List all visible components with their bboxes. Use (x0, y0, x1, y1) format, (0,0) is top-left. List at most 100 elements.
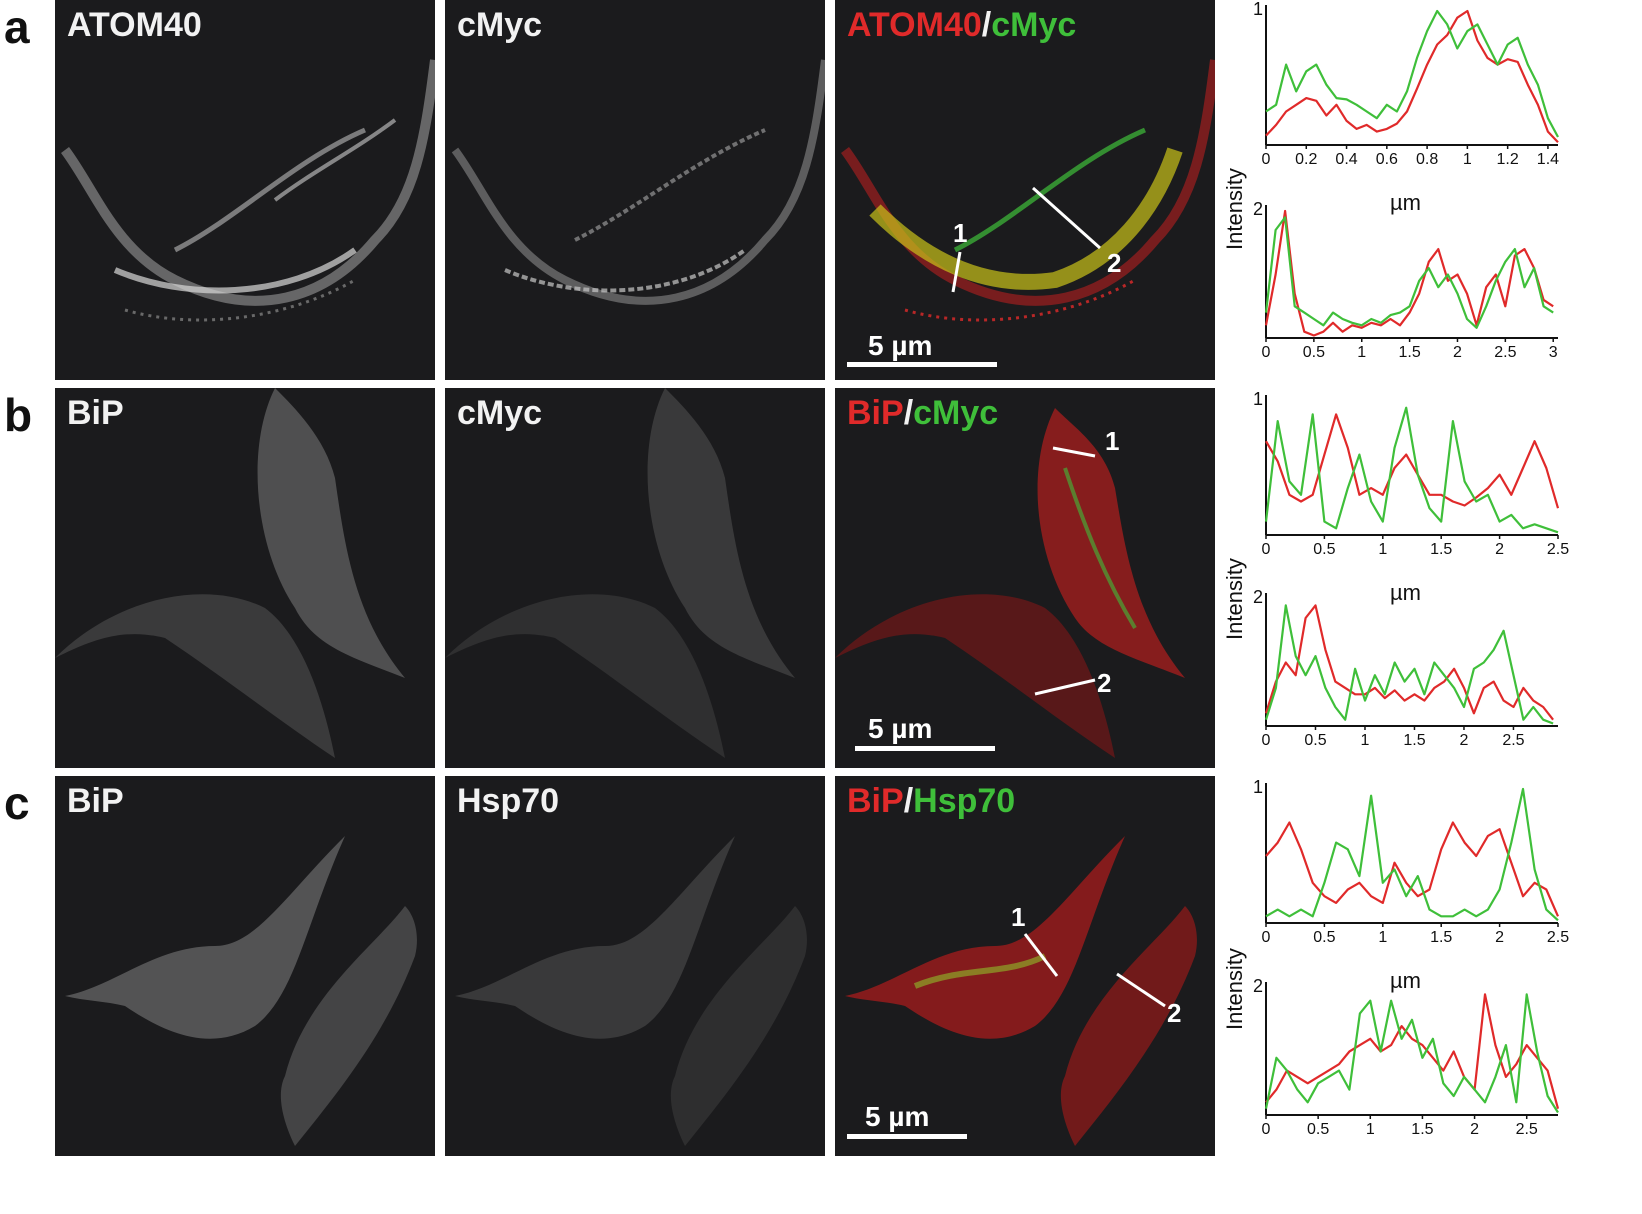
y-axis-label-c: Intensity (1222, 948, 1247, 1030)
x-tick-label: 0 (1262, 541, 1271, 558)
profile-chart: 1 0 0.5 1 1.5 2 2.5 (1253, 389, 1569, 558)
x-axis-unit-b: µm (1390, 580, 1422, 605)
panel-title-atom40: ATOM40 (67, 6, 202, 44)
profile-plot-a1: 1 0 0.2 0.4 0.6 0.8 1 1.2 1.4 (1253, 0, 1559, 168)
profile-number: 2 (1253, 587, 1263, 607)
merge-red-label: ATOM40 (847, 6, 982, 44)
micrograph-merge-a: ATOM40/cMyc 1 2 5 µm (835, 0, 1215, 380)
merge-separator: / (903, 394, 914, 432)
x-tick-label: 1.5 (1430, 541, 1452, 558)
y-axis-label-b: Intensity (1222, 558, 1247, 640)
x-tick-label: 1 (1366, 1121, 1375, 1138)
line-number-2: 2 (1097, 668, 1112, 698)
profile-chart: 1 0 0.5 1 1.5 2 2.5 (1253, 777, 1569, 946)
merge-red-label: BiP (847, 782, 904, 820)
x-tick-label: 1.5 (1430, 929, 1452, 946)
x-tick-label: 3 (1549, 344, 1558, 361)
profile-plot-b1: 1 0 0.5 1 1.5 2 2.5 (1253, 389, 1569, 558)
x-tick-label: 2 (1460, 732, 1469, 749)
x-tick-label: 0 (1262, 151, 1271, 168)
micrograph-atom40: ATOM40 (55, 0, 435, 380)
profile-plot-c2: 2 0 0.5 1 1.5 2 2.5 (1253, 976, 1560, 1138)
row-label-c: c (4, 777, 30, 829)
micrograph-merge-b: BiP/cMyc 1 2 5 µm (835, 388, 1215, 768)
panel-title-bip: BiP (67, 394, 124, 432)
x-tick-label: 0.6 (1376, 151, 1398, 168)
x-tick-label: 0.4 (1335, 151, 1357, 168)
x-tick-label: 2 (1495, 929, 1504, 946)
micrograph-bip: BiP (55, 388, 435, 768)
panel-title-cmyc: cMyc (457, 6, 543, 44)
profile-number: 1 (1253, 777, 1263, 797)
line-number-1: 1 (1011, 902, 1026, 932)
micrograph-cmyc-b: cMyc (445, 388, 825, 768)
profile-number: 1 (1253, 389, 1263, 409)
scale-bar-label: 5 µm (868, 330, 933, 361)
x-tick-label: 1 (1357, 344, 1366, 361)
scale-bar (847, 362, 997, 367)
profile-series-line (1264, 209, 1554, 337)
x-tick-label: 1.5 (1403, 732, 1425, 749)
panel-title-merge-c: BiP/Hsp70 (847, 782, 1015, 821)
cell-image (835, 408, 1185, 758)
profile-plot-a2: 2 0 0.5 1 1.5 2 2.5 3 (1253, 199, 1558, 361)
x-tick-label: 0.5 (1303, 344, 1325, 361)
line-number-2: 2 (1107, 248, 1122, 278)
micrograph-cmyc: cMyc (445, 0, 825, 380)
x-tick-label: 0 (1262, 732, 1271, 749)
cell-image (455, 836, 807, 1146)
x-tick-label: 0.5 (1307, 1121, 1329, 1138)
profile-number: 2 (1253, 199, 1263, 219)
panel-title-merge-a: ATOM40/cMyc (847, 6, 1076, 45)
x-tick-label: 1 (1378, 541, 1387, 558)
x-tick-label: 1 (1378, 929, 1387, 946)
row-label-b: b (4, 389, 33, 441)
x-tick-label: 2 (1495, 541, 1504, 558)
x-axis-unit-c: µm (1390, 968, 1422, 993)
profile-plot-c1: 1 0 0.5 1 1.5 2 2.5 (1253, 777, 1569, 946)
merge-separator: / (903, 782, 914, 820)
panel-title-hsp70: Hsp70 (457, 782, 560, 820)
x-tick-label: 2.5 (1547, 929, 1569, 946)
x-tick-label: 1.5 (1398, 344, 1420, 361)
merge-red-label: BiP (847, 394, 904, 432)
cell-image (845, 836, 1197, 1146)
profile-chart: 2 0 0.5 1 1.5 2 2.5 3 (1253, 199, 1558, 361)
x-axis-unit-a: µm (1390, 190, 1422, 215)
x-tick-label: 0 (1262, 344, 1271, 361)
micrograph-merge-c: BiP/Hsp70 1 2 5 µm (835, 776, 1215, 1156)
merge-green-label: cMyc (991, 6, 1077, 44)
profile-series-line (1264, 406, 1559, 534)
x-tick-label: 1.2 (1497, 151, 1519, 168)
profile-number: 2 (1253, 976, 1263, 996)
x-tick-label: 0.8 (1416, 151, 1438, 168)
profile-line-1 (1023, 933, 1059, 977)
profile-chart: 2 0 0.5 1 1.5 2 2.5 (1253, 587, 1558, 749)
panel-title-merge-b: BiP/cMyc (847, 394, 998, 433)
cell-image (65, 836, 417, 1146)
profile-plot-b2: 2 0 0.5 1 1.5 2 2.5 (1253, 587, 1558, 749)
x-tick-label: 2 (1470, 1121, 1479, 1138)
profile-line-1 (951, 251, 962, 293)
line-number-1: 1 (1105, 426, 1120, 456)
cell-image (451, 59, 825, 305)
row-label-a: a (4, 1, 30, 53)
micrograph-hsp70: Hsp70 (445, 776, 825, 1156)
profile-series-line (1265, 821, 1560, 917)
cell-image (840, 59, 1215, 322)
scale-bar-label: 5 µm (865, 1101, 930, 1132)
x-tick-label: 0.2 (1295, 151, 1317, 168)
profile-series-line (1265, 413, 1560, 509)
merge-separator: / (981, 6, 992, 44)
x-tick-label: 2.5 (1502, 732, 1524, 749)
profile-chart: 2 0 0.5 1 1.5 2 2.5 (1253, 976, 1560, 1138)
scale-bar-label: 5 µm (868, 713, 933, 744)
panel-title-bip-c: BiP (67, 782, 124, 820)
x-tick-label: 0.5 (1313, 541, 1335, 558)
x-tick-label: 0 (1262, 929, 1271, 946)
profile-line-2 (1116, 972, 1166, 1008)
x-tick-label: 0 (1262, 1121, 1271, 1138)
merge-green-label: cMyc (913, 394, 999, 432)
profile-series-line (1264, 216, 1554, 329)
profile-series-line (1265, 9, 1559, 138)
